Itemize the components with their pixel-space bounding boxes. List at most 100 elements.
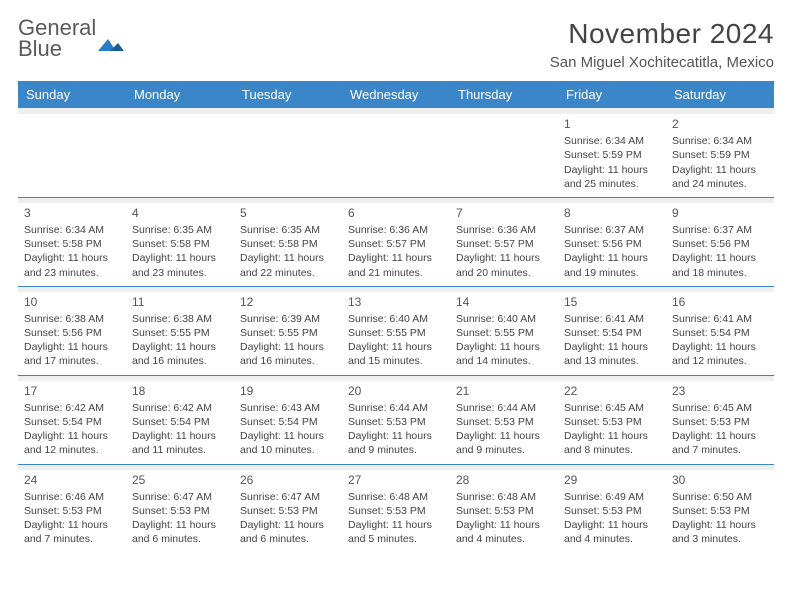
sunrise-line: Sunrise: 6:37 AM	[564, 223, 660, 237]
sunset-line: Sunset: 5:53 PM	[240, 504, 336, 518]
sunrise-line: Sunrise: 6:34 AM	[564, 134, 660, 148]
daylight-line: Daylight: 11 hours and 9 minutes.	[348, 429, 444, 457]
sunset-line: Sunset: 5:56 PM	[24, 326, 120, 340]
sunset-line: Sunset: 5:58 PM	[240, 237, 336, 251]
day-cell: 26Sunrise: 6:47 AMSunset: 5:53 PMDayligh…	[234, 470, 342, 553]
sunset-line: Sunset: 5:53 PM	[564, 415, 660, 429]
daylight-line: Daylight: 11 hours and 16 minutes.	[240, 340, 336, 368]
sunset-line: Sunset: 5:59 PM	[564, 148, 660, 162]
day-cell: 15Sunrise: 6:41 AMSunset: 5:54 PMDayligh…	[558, 292, 666, 375]
day-number: 15	[564, 294, 660, 310]
sunrise-line: Sunrise: 6:44 AM	[456, 401, 552, 415]
empty-cell	[18, 114, 126, 197]
sunrise-line: Sunrise: 6:41 AM	[564, 312, 660, 326]
day-cell: 6Sunrise: 6:36 AMSunset: 5:57 PMDaylight…	[342, 203, 450, 286]
sunset-line: Sunset: 5:53 PM	[672, 504, 768, 518]
day-number: 22	[564, 383, 660, 399]
daylight-line: Daylight: 11 hours and 4 minutes.	[456, 518, 552, 546]
day-number: 5	[240, 205, 336, 221]
daylight-line: Daylight: 11 hours and 7 minutes.	[672, 429, 768, 457]
daylight-line: Daylight: 11 hours and 7 minutes.	[24, 518, 120, 546]
day-number: 23	[672, 383, 768, 399]
sunset-line: Sunset: 5:53 PM	[456, 504, 552, 518]
day-cell: 7Sunrise: 6:36 AMSunset: 5:57 PMDaylight…	[450, 203, 558, 286]
sunrise-line: Sunrise: 6:39 AM	[240, 312, 336, 326]
day-number: 1	[564, 116, 660, 132]
day-cell: 14Sunrise: 6:40 AMSunset: 5:55 PMDayligh…	[450, 292, 558, 375]
day-number: 4	[132, 205, 228, 221]
day-cell: 2Sunrise: 6:34 AMSunset: 5:59 PMDaylight…	[666, 114, 774, 197]
daylight-line: Daylight: 11 hours and 9 minutes.	[456, 429, 552, 457]
sunrise-line: Sunrise: 6:34 AM	[24, 223, 120, 237]
sunrise-line: Sunrise: 6:34 AM	[672, 134, 768, 148]
day-cell: 5Sunrise: 6:35 AMSunset: 5:58 PMDaylight…	[234, 203, 342, 286]
sunset-line: Sunset: 5:53 PM	[24, 504, 120, 518]
sunset-line: Sunset: 5:59 PM	[672, 148, 768, 162]
sunset-line: Sunset: 5:57 PM	[348, 237, 444, 251]
location-subtitle: San Miguel Xochitecatitla, Mexico	[550, 54, 774, 71]
sunset-line: Sunset: 5:55 PM	[348, 326, 444, 340]
daylight-line: Daylight: 11 hours and 24 minutes.	[672, 163, 768, 191]
sunset-line: Sunset: 5:53 PM	[456, 415, 552, 429]
day-cell: 23Sunrise: 6:45 AMSunset: 5:53 PMDayligh…	[666, 381, 774, 464]
sunset-line: Sunset: 5:55 PM	[240, 326, 336, 340]
daylight-line: Daylight: 11 hours and 18 minutes.	[672, 251, 768, 279]
header: General Blue November 2024 San Miguel Xo…	[18, 18, 774, 71]
daylight-line: Daylight: 11 hours and 12 minutes.	[24, 429, 120, 457]
day-number: 8	[564, 205, 660, 221]
day-number: 19	[240, 383, 336, 399]
sunrise-line: Sunrise: 6:45 AM	[564, 401, 660, 415]
day-number: 3	[24, 205, 120, 221]
daylight-line: Daylight: 11 hours and 21 minutes.	[348, 251, 444, 279]
day-number: 28	[456, 472, 552, 488]
sunrise-line: Sunrise: 6:44 AM	[348, 401, 444, 415]
daylight-line: Daylight: 11 hours and 12 minutes.	[672, 340, 768, 368]
week-row: 1Sunrise: 6:34 AMSunset: 5:59 PMDaylight…	[18, 114, 774, 197]
day-number: 17	[24, 383, 120, 399]
sunset-line: Sunset: 5:58 PM	[132, 237, 228, 251]
daylight-line: Daylight: 11 hours and 15 minutes.	[348, 340, 444, 368]
day-cell: 3Sunrise: 6:34 AMSunset: 5:58 PMDaylight…	[18, 203, 126, 286]
weekday-label: Tuesday	[234, 81, 342, 108]
day-number: 30	[672, 472, 768, 488]
day-cell: 30 Sunrise: 6:50 AMSunset: 5:53 PMDayligh…	[666, 470, 774, 553]
sunset-line: Sunset: 5:57 PM	[456, 237, 552, 251]
sunrise-line: Sunrise: 6:47 AM	[132, 490, 228, 504]
day-cell: 13Sunrise: 6:40 AMSunset: 5:55 PMDayligh…	[342, 292, 450, 375]
day-number: 25	[132, 472, 228, 488]
day-cell: 18Sunrise: 6:42 AMSunset: 5:54 PMDayligh…	[126, 381, 234, 464]
sunset-line: Sunset: 5:56 PM	[564, 237, 660, 251]
sunrise-line: Sunrise: 6:40 AM	[456, 312, 552, 326]
day-number: 21	[456, 383, 552, 399]
weekday-label: Wednesday	[342, 81, 450, 108]
empty-cell	[450, 114, 558, 197]
sunrise-line: Sunrise: 6:36 AM	[348, 223, 444, 237]
daylight-line: Daylight: 11 hours and 8 minutes.	[564, 429, 660, 457]
sunrise-line: Sunrise: 6:35 AM	[132, 223, 228, 237]
daylight-line: Daylight: 11 hours and 23 minutes.	[24, 251, 120, 279]
day-number: 26	[240, 472, 336, 488]
week-row: 3 Sunrise: 6:34 AM Sunset: 5:58 PM Daylight…	[18, 203, 774, 286]
day-number: 13	[348, 294, 444, 310]
day-cell: 29Sunrise: 6:49 AMSunset: 5:53 PMDayligh…	[558, 470, 666, 553]
sunset-line: Sunset: 5:53 PM	[672, 415, 768, 429]
sunrise-line: Sunrise: 6:48 AM	[348, 490, 444, 504]
day-cell: 21 Sunrise: 6:44 AMSunset: 5:53 PMDayligh…	[450, 381, 558, 464]
sunset-line: Sunset: 5:54 PM	[132, 415, 228, 429]
brand-logo: General Blue	[18, 18, 124, 60]
week-row: 10Sunrise: 6:38 AMSunset: 5:56 PMDayligh…	[18, 292, 774, 375]
sunrise-line: Sunrise: 6:50 AM	[672, 490, 768, 504]
logo-mark-icon	[98, 33, 124, 58]
logo-text-block: General Blue	[18, 18, 96, 60]
day-cell: 1Sunrise: 6:34 AMSunset: 5:59 PMDaylight…	[558, 114, 666, 197]
sunset-line: Sunset: 5:54 PM	[24, 415, 120, 429]
sunrise-line: Sunrise: 6:35 AM	[240, 223, 336, 237]
day-cell: 16Sunrise: 6:41 AMSunset: 5:54 PMDayligh…	[666, 292, 774, 375]
daylight-line: Daylight: 11 hours and 6 minutes.	[240, 518, 336, 546]
sunrise-line: Sunrise: 6:43 AM	[240, 401, 336, 415]
day-number: 10	[24, 294, 120, 310]
daylight-line: Daylight: 11 hours and 6 minutes.	[132, 518, 228, 546]
sunset-line: Sunset: 5:53 PM	[132, 504, 228, 518]
daylight-line: Daylight: 11 hours and 3 minutes.	[672, 518, 768, 546]
day-number: 11	[132, 294, 228, 310]
